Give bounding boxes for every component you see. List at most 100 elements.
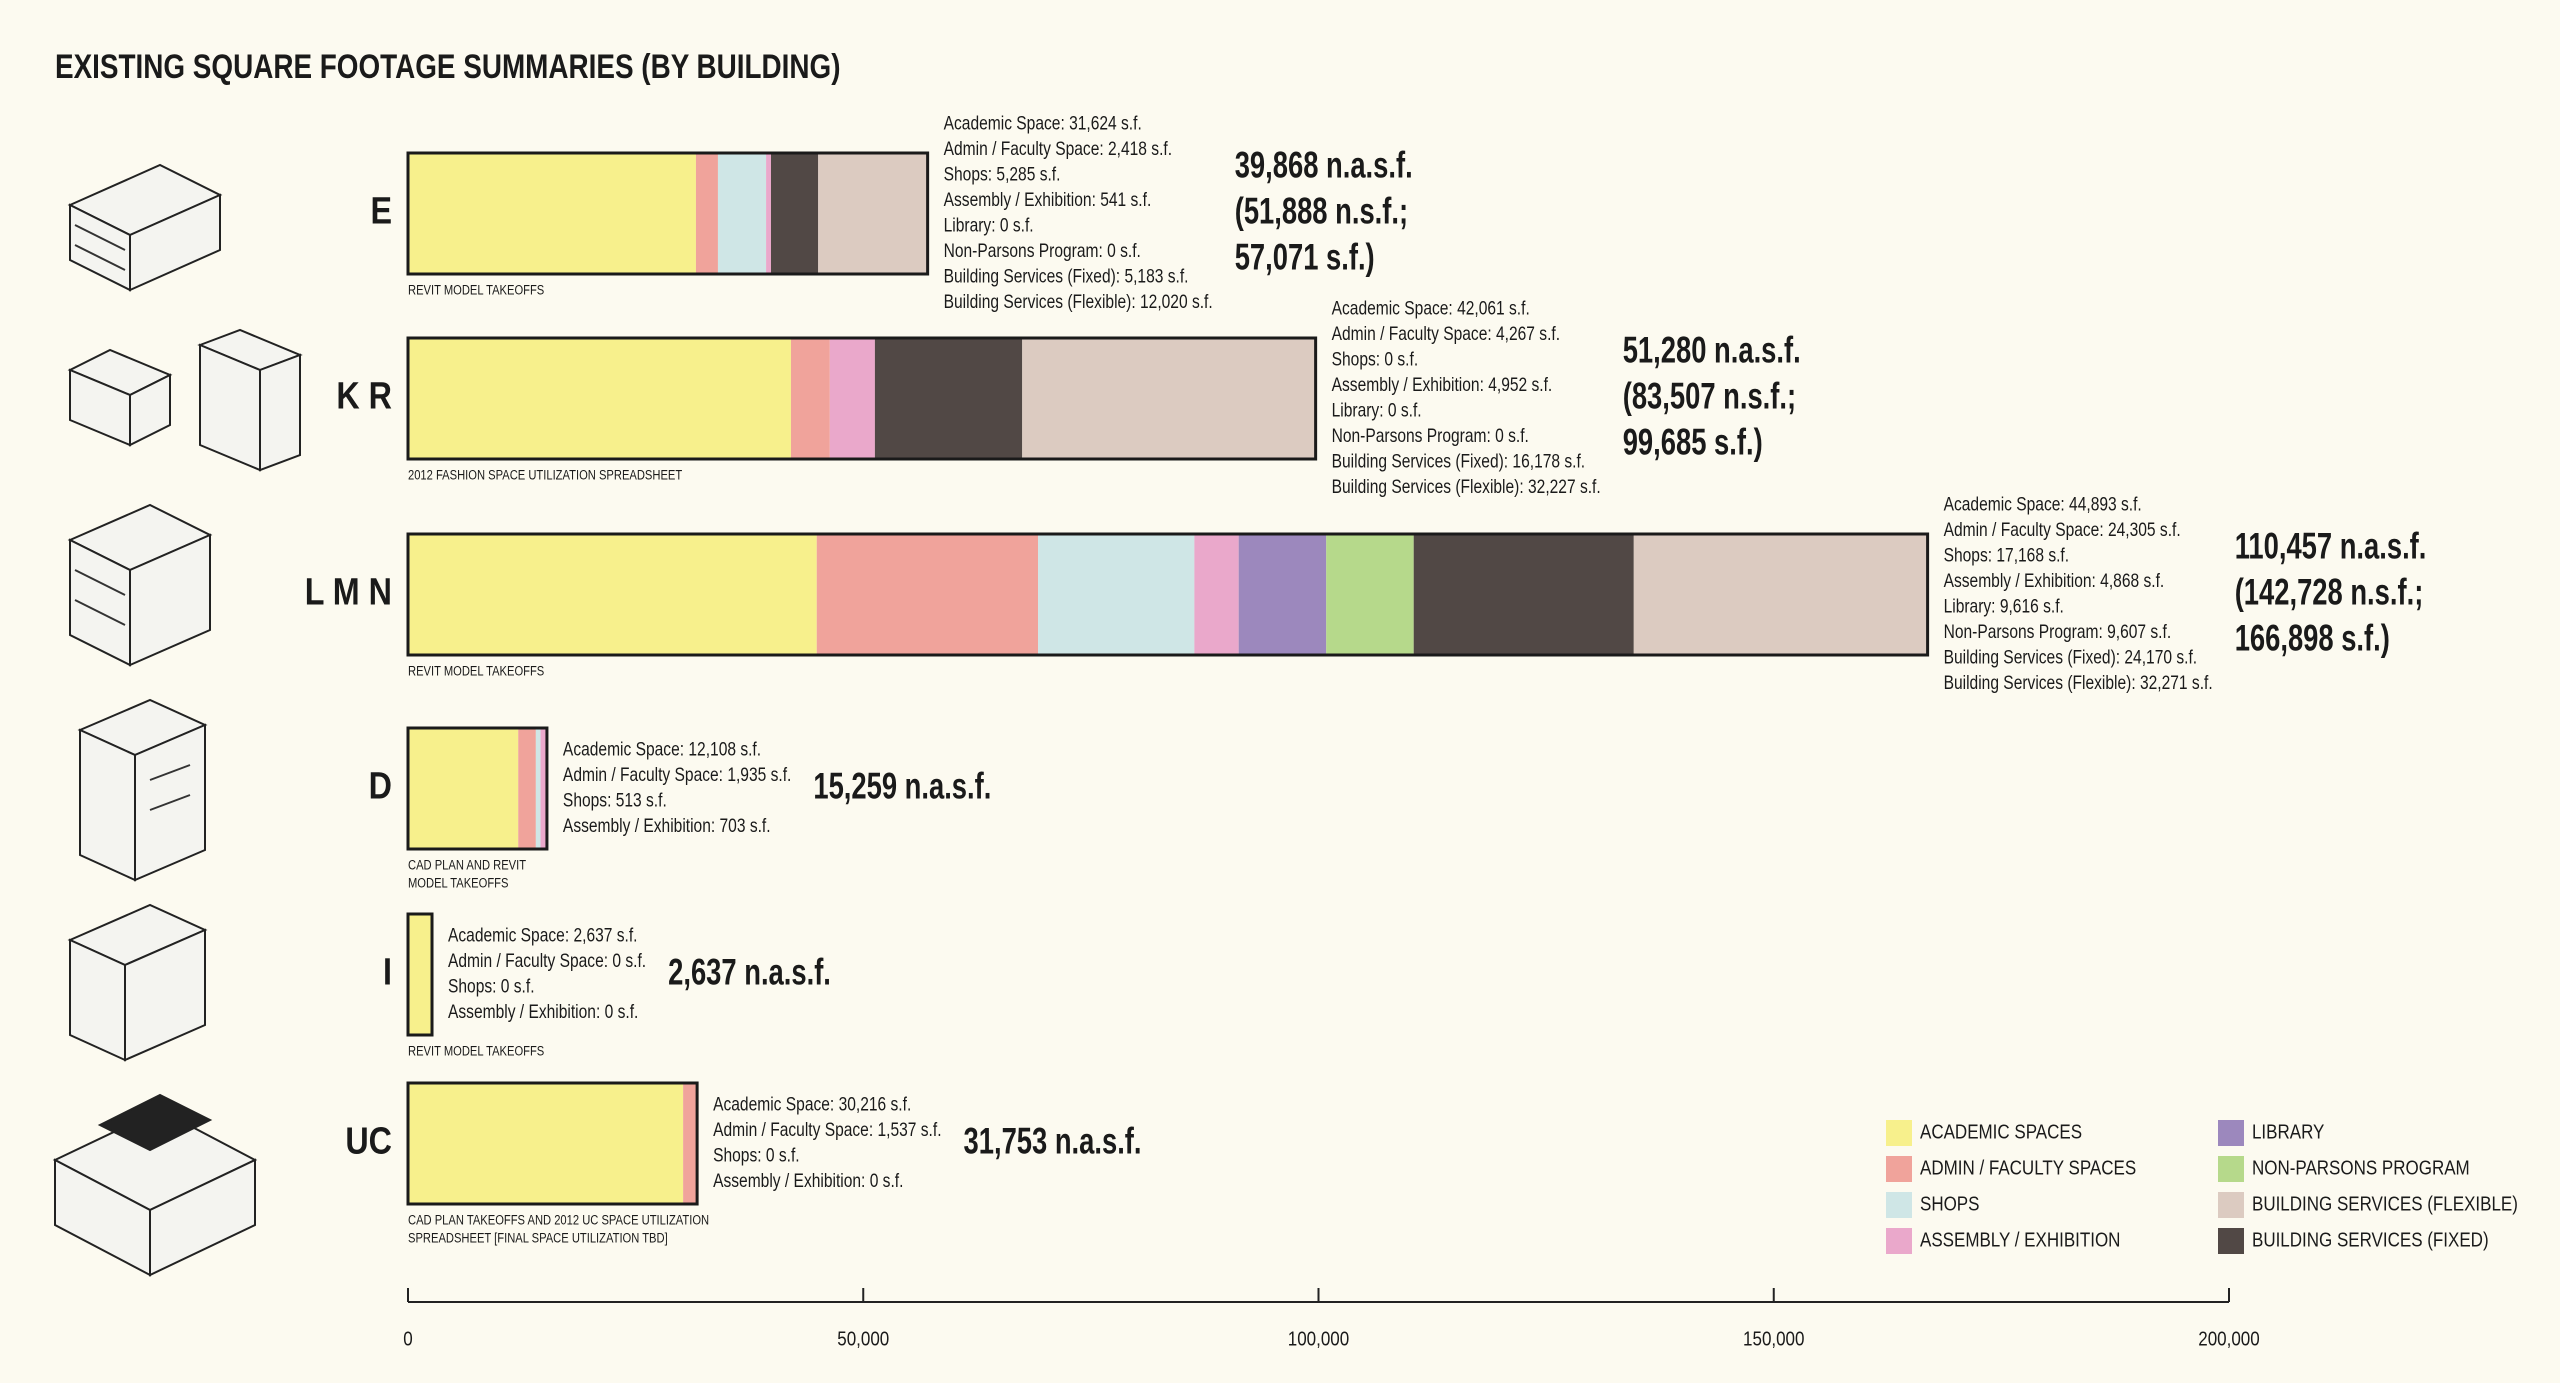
bar-outline — [406, 336, 1318, 461]
source-note: REVIT MODEL TAKEOFFS — [408, 664, 544, 679]
value-label: Admin / Faculty Space: 1,935 s.f. — [563, 763, 791, 785]
value-label: Assembly / Exhibition: 4,868 s.f. — [1944, 569, 2165, 591]
total-label: (83,507 n.s.f.; — [1623, 375, 1796, 416]
value-label: Shops: 513 s.f. — [563, 789, 667, 811]
value-label: Shops: 0 s.f. — [713, 1144, 800, 1166]
legend-label: BUILDING SERVICES (FLEXIBLE) — [2252, 1192, 2518, 1215]
source-note: MODEL TAKEOFFS — [408, 876, 508, 891]
bar-outline — [406, 1081, 699, 1206]
legend-swatch — [1886, 1228, 1912, 1254]
legend-swatch — [2218, 1120, 2244, 1146]
legend-label: SHOPS — [1920, 1192, 1979, 1215]
legend-label: LIBRARY — [2252, 1120, 2324, 1143]
value-label: Academic Space: 44,893 s.f. — [1944, 493, 2142, 515]
bar-segment — [408, 1083, 684, 1204]
value-label: Assembly / Exhibition: 541 s.f. — [944, 188, 1152, 210]
x-tick-label: 200,000 — [2198, 1327, 2259, 1350]
bar-segment — [816, 534, 1039, 655]
category-label: D — [369, 765, 392, 807]
value-label: Assembly / Exhibition: 0 s.f. — [713, 1169, 903, 1191]
value-label: Admin / Faculty Space: 24,305 s.f. — [1944, 518, 2181, 540]
bar-segment — [766, 153, 771, 274]
bar-segment — [1238, 534, 1327, 655]
bar-segment — [1413, 534, 1634, 655]
value-label: Admin / Faculty Space: 2,418 s.f. — [944, 137, 1172, 159]
legend-swatch — [2218, 1228, 2244, 1254]
value-label: Non-Parsons Program: 0 s.f. — [944, 239, 1141, 261]
bar-segment — [408, 153, 696, 274]
total-label: 2,637 n.a.s.f. — [668, 951, 831, 992]
total-label: 39,868 n.a.s.f. — [1235, 144, 1413, 185]
x-tick-label: 150,000 — [1743, 1327, 1804, 1350]
bar-segment — [518, 728, 536, 849]
building-icon — [77, 698, 208, 882]
bar-segment — [408, 534, 817, 655]
bar-segment — [408, 914, 433, 1035]
value-label: Shops: 5,285 s.f. — [944, 163, 1061, 185]
total-label: 51,280 n.a.s.f. — [1623, 329, 1801, 370]
total-label: 110,457 n.a.s.f. — [2235, 525, 2427, 566]
source-note: SPREADSHEET [FINAL SPACE UTILIZATION TBD… — [408, 1231, 668, 1246]
legend-label: ACADEMIC SPACES — [1920, 1120, 2082, 1143]
total-label: 99,685 s.f.) — [1623, 421, 1763, 462]
value-label: Academic Space: 12,108 s.f. — [563, 738, 761, 760]
bar-outline — [406, 151, 930, 276]
legend-swatch — [1886, 1192, 1912, 1218]
legend-swatch — [2218, 1192, 2244, 1218]
total-label: 31,753 n.a.s.f. — [964, 1120, 1142, 1161]
value-label: Assembly / Exhibition: 4,952 s.f. — [1332, 373, 1553, 395]
value-label: Building Services (Fixed): 5,183 s.f. — [944, 265, 1189, 287]
value-label: Library: 0 s.f. — [1332, 399, 1422, 421]
bar-segment — [408, 338, 791, 459]
value-label: Building Services (Flexible): 32,227 s.f… — [1332, 475, 1601, 497]
bar-segment — [790, 338, 830, 459]
value-label: Building Services (Flexible): 12,020 s.f… — [944, 290, 1213, 312]
bar-segment — [408, 728, 519, 849]
building-icon — [67, 328, 303, 472]
source-note: REVIT MODEL TAKEOFFS — [408, 1044, 544, 1059]
bar-segment — [540, 728, 547, 849]
bar-segment — [535, 728, 541, 849]
category-label: UC — [345, 1120, 392, 1162]
value-label: Admin / Faculty Space: 1,537 s.f. — [713, 1118, 941, 1140]
legend-label: BUILDING SERVICES (FIXED) — [2252, 1228, 2489, 1251]
building-icons — [52, 163, 303, 1277]
value-label: Academic Space: 31,624 s.f. — [944, 112, 1142, 134]
bar-segment — [770, 153, 819, 274]
bar-segment — [874, 338, 1023, 459]
value-label: Assembly / Exhibition: 0 s.f. — [448, 1000, 638, 1022]
source-note: CAD PLAN AND REVIT — [408, 858, 526, 873]
legend-label: ASSEMBLY / EXHIBITION — [1920, 1228, 2120, 1251]
bar-segment — [683, 1083, 698, 1204]
bar-segment — [829, 338, 875, 459]
source-note: CAD PLAN TAKEOFFS AND 2012 UC SPACE UTIL… — [408, 1213, 709, 1228]
value-label: Admin / Faculty Space: 4,267 s.f. — [1332, 322, 1560, 344]
value-label: Building Services (Fixed): 24,170 s.f. — [1944, 646, 2198, 668]
value-label: Library: 9,616 s.f. — [1944, 595, 2064, 617]
total-label: 15,259 n.a.s.f. — [813, 765, 991, 806]
category-label: E — [370, 190, 392, 232]
bar-segment — [1038, 534, 1195, 655]
source-note: 2012 FASHION SPACE UTILIZATION SPREADSHE… — [408, 468, 682, 483]
total-label: (51,888 n.s.f.; — [1235, 190, 1408, 231]
bar-segment — [1194, 534, 1239, 655]
value-label: Shops: 17,168 s.f. — [1944, 544, 2069, 566]
value-label: Academic Space: 42,061 s.f. — [1332, 297, 1530, 319]
legend-swatch — [2218, 1156, 2244, 1182]
legend-label: ADMIN / FACULTY SPACES — [1920, 1156, 2136, 1179]
x-tick-label: 0 — [403, 1327, 412, 1350]
value-label: Building Services (Flexible): 32,271 s.f… — [1944, 671, 2213, 693]
bar-segment — [717, 153, 767, 274]
x-tick-label: 50,000 — [837, 1327, 889, 1350]
source-note: REVIT MODEL TAKEOFFS — [408, 283, 544, 298]
x-tick-label: 100,000 — [1288, 1327, 1349, 1350]
legend-swatch — [1886, 1156, 1912, 1182]
value-label: Shops: 0 s.f. — [448, 975, 535, 997]
category-label: L M N — [305, 571, 392, 613]
legend-swatch — [1886, 1120, 1912, 1146]
value-label: Shops: 0 s.f. — [1332, 348, 1419, 370]
chart-title: EXISTING SQUARE FOOTAGE SUMMARIES (BY BU… — [55, 47, 841, 85]
value-label: Building Services (Fixed): 16,178 s.f. — [1332, 450, 1586, 472]
